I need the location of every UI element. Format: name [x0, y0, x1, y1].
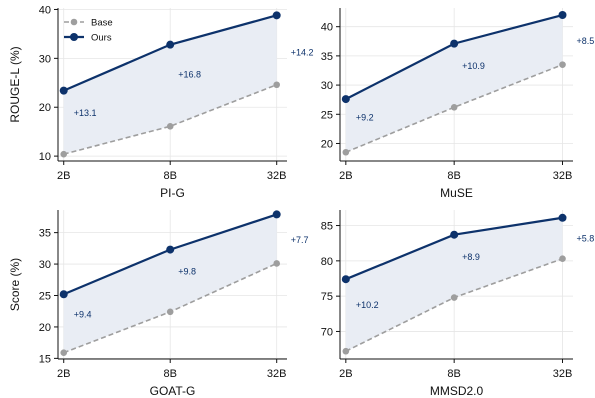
data-point-base [559, 255, 566, 263]
y-tick-label: 30 [39, 259, 51, 271]
improvement-label: +9.4 [74, 310, 92, 320]
y-axis-label: ROUGE-L (%) [8, 46, 22, 122]
x-axis-label: MuSE [440, 186, 473, 200]
data-point-base [60, 349, 68, 357]
data-point-ours [59, 86, 68, 95]
chart-panel-3: 15 20 25 30 35 2B 8B 32B GOAT-G Score (%) +9.4 +9.8… [8, 210, 308, 398]
data-point-ours [450, 39, 459, 48]
y-tick-label: 10 [39, 151, 51, 163]
improvement-label: +8.5 [577, 36, 595, 46]
data-point-base [450, 294, 458, 301]
x-tick-label: 32B [267, 170, 287, 182]
data-point-base [166, 308, 174, 316]
y-tick-label: 20 [39, 102, 51, 114]
y-tick-label: 30 [321, 80, 333, 92]
y-tick-label: 25 [321, 109, 333, 121]
series-line-base [345, 63, 563, 153]
data-point-ours [272, 210, 281, 219]
y-tick-label: 70 [321, 326, 333, 338]
data-point-ours [59, 290, 68, 299]
y-tick-label: 20 [39, 322, 51, 334]
improvement-label: +13.1 [74, 108, 97, 118]
improvement-area [63, 214, 277, 353]
legend-label: Ours [91, 33, 112, 44]
y-tick-label: 35 [39, 228, 51, 240]
y-tick-label: 40 [321, 22, 333, 34]
legend: Base Ours [64, 18, 113, 44]
improvement-label: +5.8 [577, 234, 595, 244]
improvement-label: +7.7 [291, 235, 309, 245]
chart-panel-4: 70 75 80 85 2B 8B 32B MMSD2.0 +10.2 +8.9 +5.8 [321, 210, 595, 398]
data-point-base [166, 122, 174, 130]
data-point-base [273, 81, 280, 89]
legend-marker-ours [70, 33, 78, 41]
y-tick-label: 25 [39, 291, 51, 303]
improvement-area [345, 217, 563, 352]
data-point-ours [272, 11, 281, 20]
improvement-label: +10.9 [462, 61, 485, 71]
x-tick-label: 2B [57, 368, 70, 380]
y-tick-label: 15 [39, 353, 51, 365]
improvement-area [345, 15, 563, 153]
series-line-base [63, 83, 277, 155]
improvement-label: +14.2 [291, 48, 314, 58]
y-axis-label: Score (%) [8, 258, 22, 311]
improvement-area [63, 15, 277, 155]
x-axis-label: MMSD2.0 [430, 384, 484, 398]
y-tick-label: 40 [39, 4, 51, 16]
improvement-label: +16.8 [178, 69, 201, 79]
x-tick-label: 8B [447, 368, 460, 380]
improvement-label: +10.2 [356, 300, 379, 310]
y-tick-label: 30 [39, 53, 51, 65]
x-axis-label: PI-G [160, 186, 185, 200]
x-tick-label: 2B [339, 368, 352, 380]
data-point-ours [341, 95, 350, 104]
chart-panel-1: 10 20 30 40 2B 8B 32B PI-G ROUGE-L (%) +13.1 +16.8… [8, 4, 313, 200]
data-point-base [273, 260, 280, 267]
y-tick-label: 35 [321, 51, 333, 63]
x-tick-label: 2B [57, 170, 70, 182]
y-tick-label: 75 [321, 291, 333, 303]
data-point-base [342, 148, 350, 156]
improvement-label: +9.2 [356, 112, 374, 122]
data-point-ours [166, 40, 175, 49]
data-point-base [60, 150, 68, 158]
data-point-base [559, 61, 566, 68]
chart-panel-2: 20 25 30 35 40 2B 8B 32B MuSE +9.2 +10.9 +8.5 [321, 8, 595, 200]
improvement-label: +8.9 [462, 252, 480, 262]
x-tick-label: 8B [447, 170, 460, 182]
x-tick-label: 32B [267, 368, 287, 380]
legend-label: Base [91, 18, 113, 29]
data-point-base [342, 347, 350, 355]
data-point-ours [450, 230, 459, 239]
x-tick-label: 8B [163, 170, 176, 182]
x-tick-label: 32B [553, 368, 573, 380]
y-tick-label: 20 [321, 138, 333, 150]
y-tick-label: 85 [321, 221, 333, 233]
x-tick-label: 32B [553, 170, 573, 182]
x-tick-label: 8B [163, 368, 176, 380]
data-point-ours [166, 245, 175, 254]
data-point-ours [558, 213, 567, 222]
x-tick-label: 2B [339, 170, 352, 182]
legend-marker-base [70, 18, 78, 26]
x-axis-label: GOAT-G [150, 384, 196, 398]
data-point-base [450, 103, 458, 111]
data-point-ours [341, 275, 350, 284]
y-tick-label: 80 [321, 256, 333, 268]
improvement-label: +9.8 [178, 267, 196, 277]
data-point-ours [558, 11, 567, 20]
